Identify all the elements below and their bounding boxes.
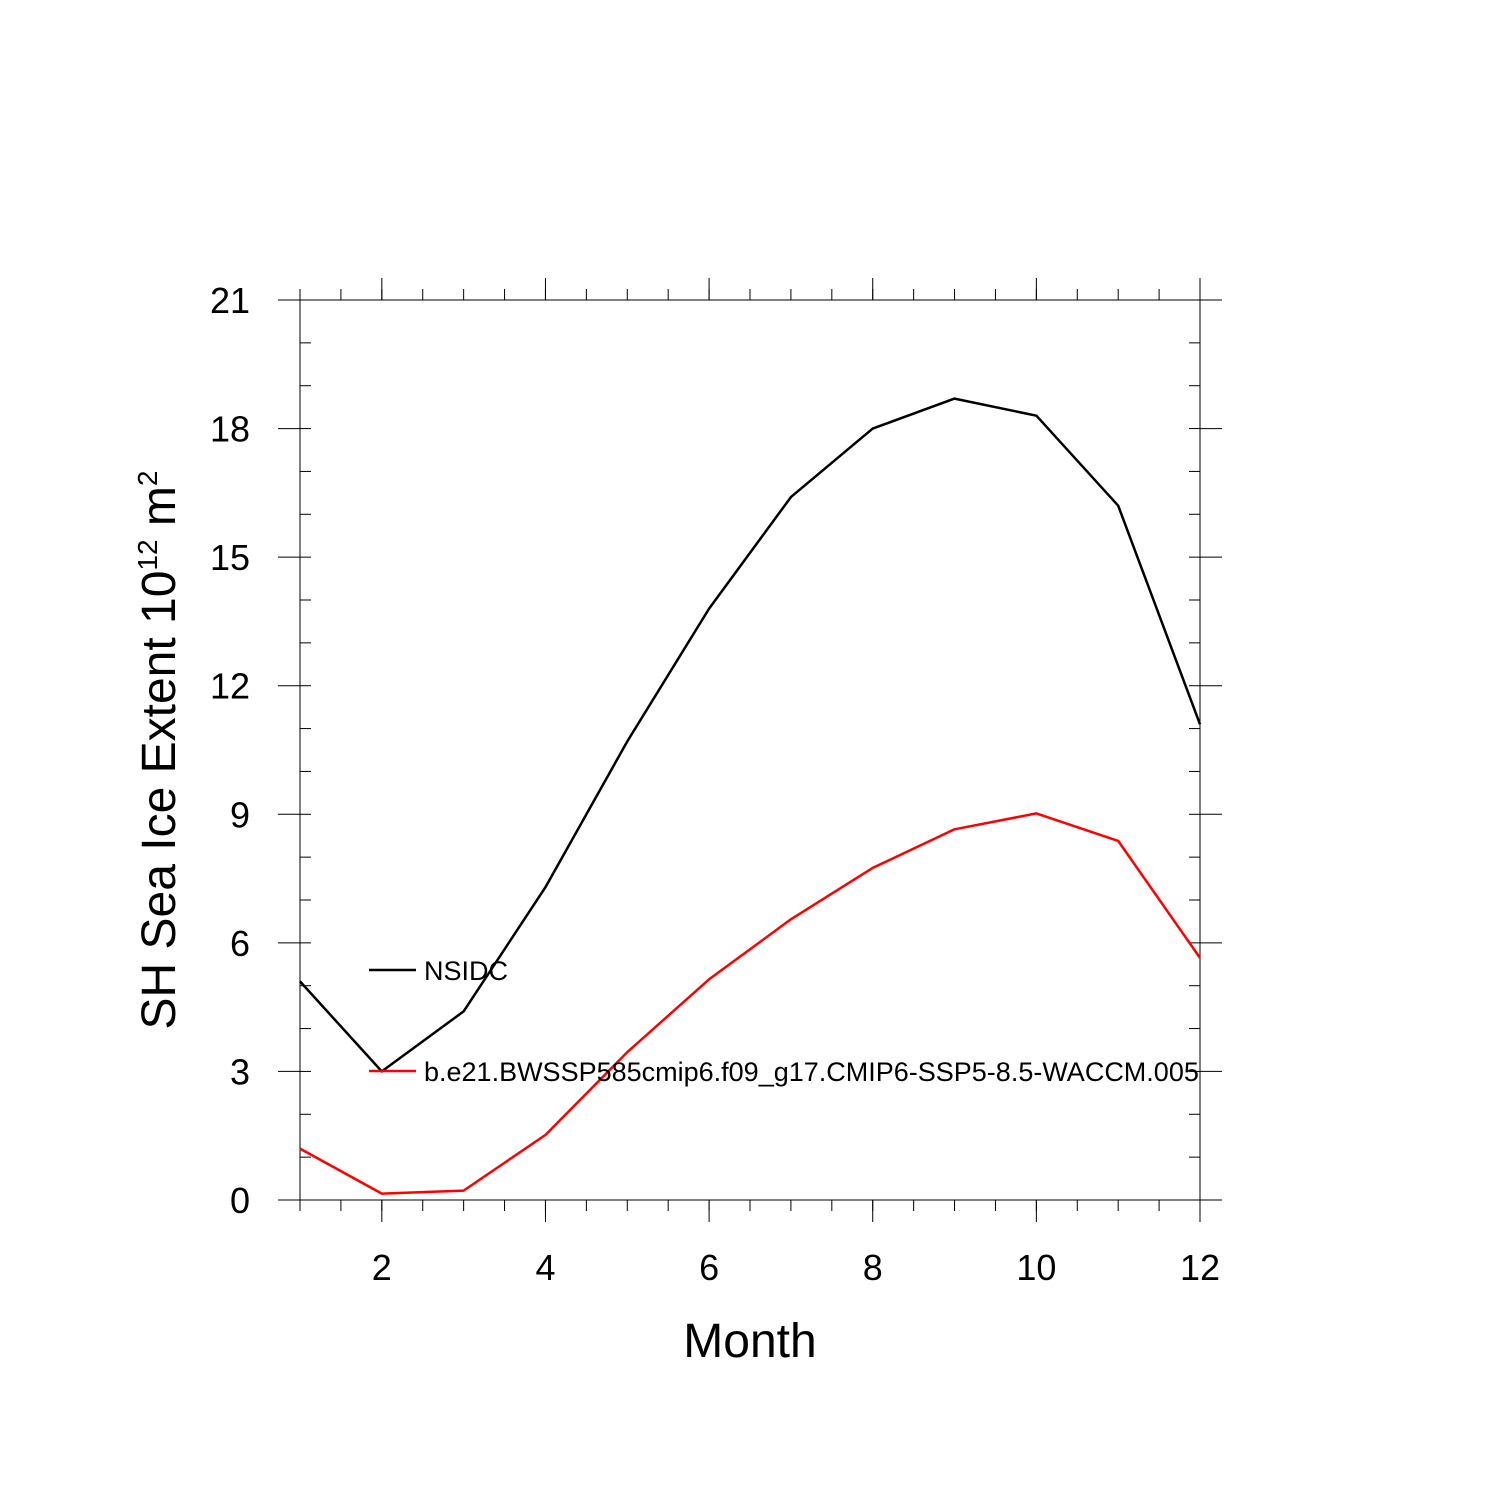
y-tick-label: 0 bbox=[230, 1180, 250, 1221]
x-tick-label: 10 bbox=[1016, 1247, 1056, 1288]
x-tick-label: 4 bbox=[535, 1247, 555, 1288]
y-axis-title-exponent: 12 bbox=[132, 539, 163, 570]
y-axis-title: SH Sea Ice Extent 1012 m2 bbox=[132, 471, 186, 1030]
y-tick-label: 3 bbox=[230, 1051, 250, 1092]
series-lines bbox=[299, 397, 1202, 1195]
y-axis-title-unit: m bbox=[133, 486, 186, 539]
series-line-2 bbox=[299, 812, 1202, 1195]
plot-frame bbox=[299, 299, 1201, 1201]
x-tick-labels: 2 4 6 8 10 12 bbox=[372, 1247, 1220, 1288]
legend-label-1: NSIDC bbox=[424, 956, 508, 986]
y-tick-label: 6 bbox=[230, 923, 250, 964]
y-tick-labels: 0 3 6 9 12 15 18 21 bbox=[210, 280, 250, 1221]
x-tick-label: 6 bbox=[699, 1247, 719, 1288]
x-tick-label: 2 bbox=[372, 1247, 392, 1288]
y-tick-label: 21 bbox=[210, 280, 250, 321]
major-ticks bbox=[278, 278, 1222, 1222]
y-tick-label: 9 bbox=[230, 794, 250, 835]
y-tick-label: 12 bbox=[210, 666, 250, 707]
legend: NSIDC b.e21.BWSSP585cmip6.f09_g17.CMIP6-S… bbox=[369, 956, 1199, 1087]
y-axis-title-main: SH Sea Ice Extent 10 bbox=[133, 571, 186, 1030]
x-tick-label: 12 bbox=[1180, 1247, 1220, 1288]
series-line-1 bbox=[299, 397, 1202, 1073]
x-tick-label: 8 bbox=[863, 1247, 883, 1288]
y-axis-title-unit-exponent: 2 bbox=[132, 471, 163, 487]
x-axis-title: Month bbox=[683, 1315, 816, 1368]
legend-label-2: b.e21.BWSSP585cmip6.f09_g17.CMIP6-SSP5-8… bbox=[424, 1057, 1199, 1087]
y-tick-label: 15 bbox=[210, 537, 250, 578]
y-tick-label: 18 bbox=[210, 409, 250, 450]
